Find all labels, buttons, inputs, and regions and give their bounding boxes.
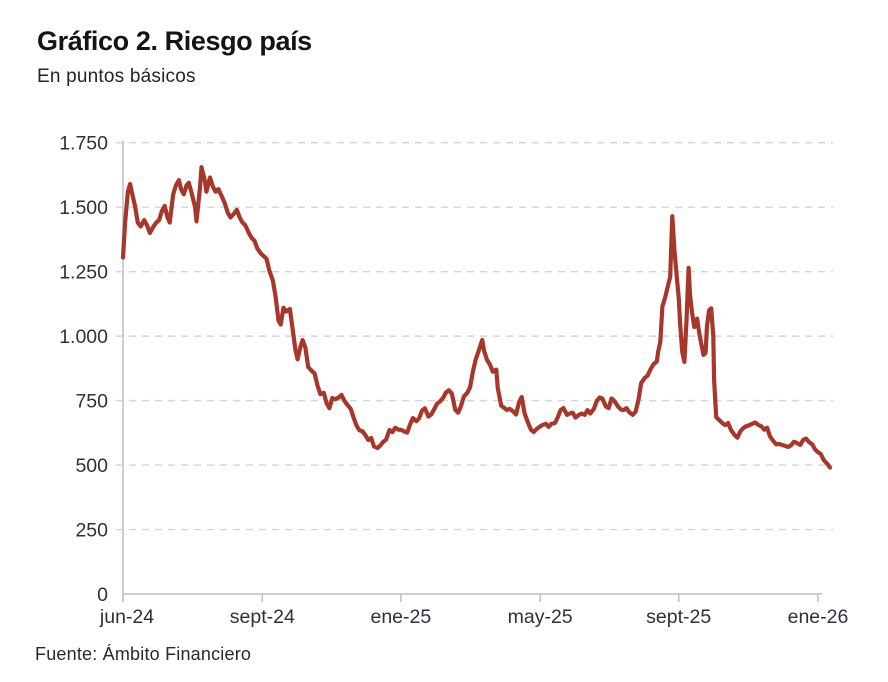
page-title: Gráfico 2. Riesgo país bbox=[37, 26, 312, 56]
x-axis-label: may-25 bbox=[508, 606, 573, 628]
source-note: Fuente: Ámbito Financiero bbox=[35, 644, 252, 664]
y-axis-label: 750 bbox=[75, 391, 108, 413]
riesgo-pais-line bbox=[120, 165, 833, 470]
page-subtitle: En puntos básicos bbox=[37, 66, 196, 87]
y-axis-label: 1.750 bbox=[59, 133, 108, 155]
x-axis-label: ene-26 bbox=[788, 606, 849, 628]
x-axis-label: ene-25 bbox=[370, 606, 431, 628]
x-axis-label: jun-24 bbox=[99, 606, 154, 628]
y-axis-label: 250 bbox=[75, 520, 108, 542]
y-axis-label: 1.250 bbox=[59, 262, 108, 284]
x-axis-label: sept-24 bbox=[230, 606, 295, 628]
y-axis-label: 500 bbox=[75, 455, 108, 477]
y-axis-label: 0 bbox=[97, 584, 108, 606]
y-axis-label: 1.500 bbox=[59, 197, 108, 219]
x-axis-label: sept-25 bbox=[646, 606, 711, 628]
y-axis-label: 1.000 bbox=[59, 326, 108, 348]
